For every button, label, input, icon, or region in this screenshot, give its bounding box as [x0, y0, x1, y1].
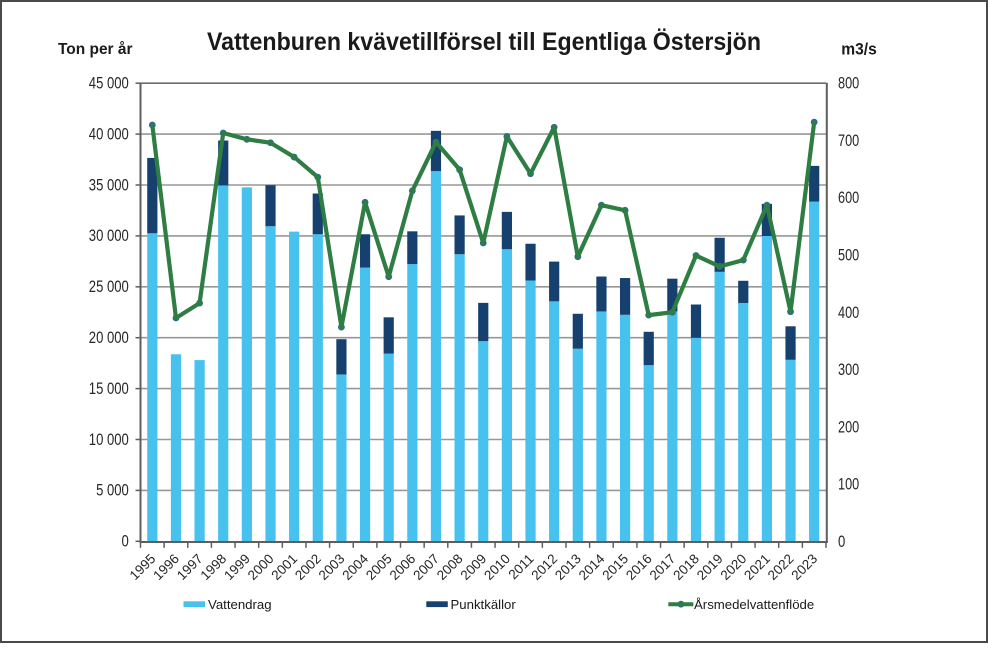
svg-text:Vattenburen kvävetillförsel ti: Vattenburen kvävetillförsel till Egentli…: [207, 27, 761, 56]
svg-text:35 000: 35 000: [89, 176, 129, 194]
svg-text:800: 800: [838, 75, 859, 93]
svg-text:0: 0: [838, 533, 845, 551]
svg-text:700: 700: [838, 132, 859, 150]
svg-text:25 000: 25 000: [89, 278, 129, 296]
svg-text:15 000: 15 000: [89, 380, 129, 398]
svg-text:20 000: 20 000: [89, 329, 129, 347]
svg-text:0: 0: [122, 533, 129, 551]
svg-text:m3/s: m3/s: [841, 41, 877, 59]
svg-text:30 000: 30 000: [89, 227, 129, 245]
svg-text:Vattendrag: Vattendrag: [208, 597, 272, 612]
svg-text:Punktkällor: Punktkällor: [451, 597, 517, 612]
svg-text:5 000: 5 000: [96, 482, 129, 500]
svg-text:500: 500: [838, 247, 859, 265]
svg-text:10 000: 10 000: [89, 431, 129, 449]
svg-text:Ton per år: Ton per år: [58, 40, 133, 58]
svg-text:600: 600: [838, 189, 859, 207]
svg-text:300: 300: [838, 361, 859, 379]
svg-text:40 000: 40 000: [89, 125, 129, 143]
svg-text:Årsmedelvattenflöde: Årsmedelvattenflöde: [694, 597, 814, 612]
svg-text:400: 400: [838, 304, 859, 322]
svg-text:200: 200: [838, 418, 859, 436]
svg-text:45 000: 45 000: [89, 75, 129, 93]
svg-text:100: 100: [838, 476, 859, 494]
